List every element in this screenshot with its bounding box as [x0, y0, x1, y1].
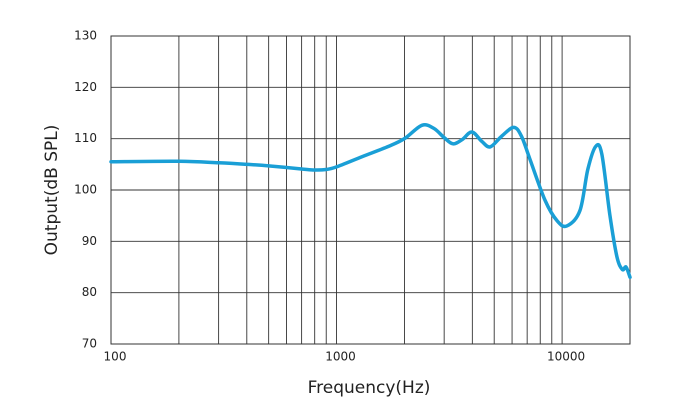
x-tick-label: 100: [104, 350, 127, 364]
y-tick-label: 80: [82, 285, 97, 299]
x-tick-label: 10000: [547, 350, 585, 364]
response-line: [109, 123, 632, 280]
y-tick-label: 70: [82, 337, 97, 351]
y-tick-label: 120: [74, 80, 97, 94]
y-tick-label: 130: [74, 29, 97, 43]
y-axis-label: Output(dB SPL): [42, 125, 62, 256]
x-axis-label: Frequency(Hz): [308, 378, 431, 398]
x-tick-label: 1000: [325, 350, 356, 364]
y-tick-label: 110: [74, 131, 97, 145]
y-tick-label: 90: [82, 234, 97, 248]
y-tick-label: 100: [74, 183, 97, 197]
